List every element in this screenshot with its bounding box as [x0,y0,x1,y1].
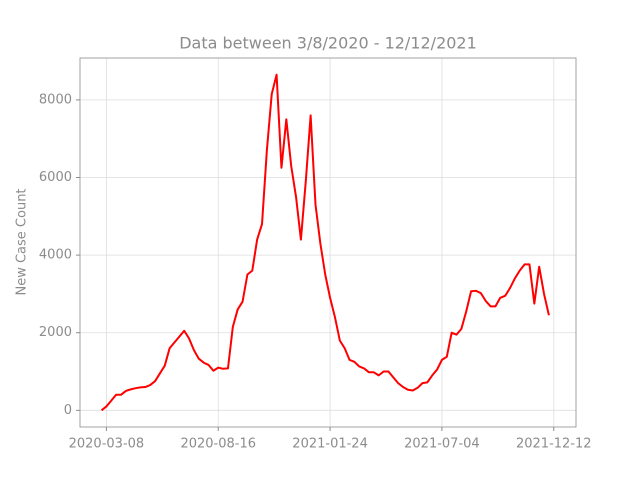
x-tick-label: 2021-01-24 [292,437,368,452]
x-tick-label: 2020-03-08 [69,437,145,452]
x-tick-label: 2021-07-04 [404,437,480,452]
chart-title: Data between 3/8/2020 - 12/12/2021 [179,34,477,53]
y-tick-label: 8000 [39,92,72,107]
y-tick-label: 6000 [39,170,72,185]
y-axis-label: New Case Count [15,188,30,295]
plot-frame [79,57,577,428]
y-tick-label: 4000 [39,248,72,263]
y-tick-label: 2000 [39,325,72,340]
data-line [100,73,550,412]
x-tick-label: 2021-12-12 [516,437,592,452]
x-tick-label: 2020-08-16 [180,437,256,452]
y-tick-label: 0 [64,403,72,418]
